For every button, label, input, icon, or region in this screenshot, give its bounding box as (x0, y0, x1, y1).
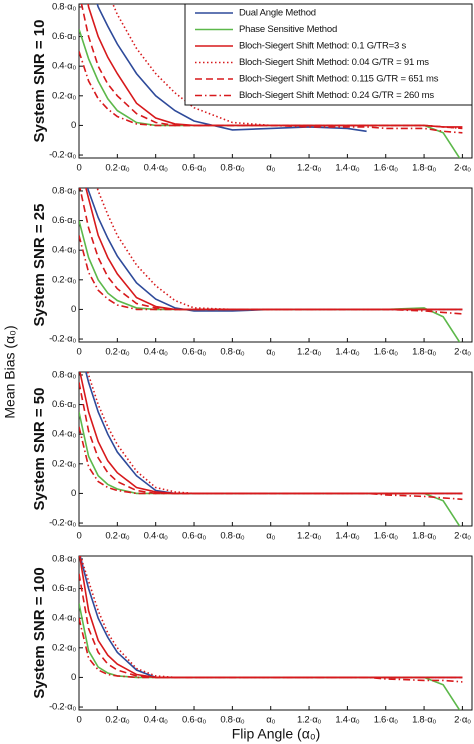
y-axis-label: Mean Bias (α₀) (2, 325, 18, 418)
x-tick-label: 0.4·α₀ (144, 163, 168, 174)
legend-box (184, 3, 473, 106)
x-tick-label: α₀ (266, 715, 275, 726)
legend-label: Bloch-Siegert Shift Method: 0.04 G/TR = … (239, 57, 429, 68)
x-tick-label: 0.6·α₀ (182, 347, 206, 358)
series-line (79, 426, 463, 501)
x-tick-label: 0 (77, 347, 82, 358)
y-tick-label: 0.4·α₀ (52, 613, 76, 624)
x-tick-label: α₀ (266, 163, 275, 174)
y-tick-label: 0 (71, 120, 76, 131)
x-tick-label: 0.2·α₀ (105, 163, 129, 174)
x-tick-label: 1.2·α₀ (297, 531, 321, 542)
series-line (79, 618, 463, 683)
x-tick-label: 0.6·α₀ (182, 715, 206, 726)
x-tick-label: 1.6·α₀ (374, 163, 398, 174)
y-tick-label: 0.8·α₀ (52, 553, 76, 564)
lines (79, 556, 463, 710)
x-tick-label: 1.4·α₀ (335, 531, 359, 542)
x-tick-label: 0.4·α₀ (144, 347, 168, 358)
x-tick-label: 1.2·α₀ (297, 163, 321, 174)
y-tick-label: 0.2·α₀ (52, 274, 76, 285)
y-tick-label: 0 (71, 488, 76, 499)
y-tick-label: -0.2·α₀ (49, 518, 76, 529)
x-tick-label: 0.8·α₀ (220, 531, 244, 542)
x-axis-label: Flip Angle (α₀) (232, 726, 321, 742)
y-tick-label: 0.4·α₀ (52, 429, 76, 440)
x-tick-label: 1.8·α₀ (412, 163, 436, 174)
x-tick-label: 2·α₀ (454, 163, 471, 174)
x-tick-label: 0.6·α₀ (182, 531, 206, 542)
x-tick-label: 1.6·α₀ (374, 715, 398, 726)
x-tick-label: 1.4·α₀ (335, 163, 359, 174)
y-tick-label: 0 (71, 304, 76, 315)
y-tick-label: 0.8·α₀ (52, 369, 76, 380)
x-tick-label: 0.4·α₀ (144, 715, 168, 726)
lines (79, 372, 463, 526)
x-tick-label: 1.6·α₀ (374, 347, 398, 358)
plot-area (78, 371, 473, 527)
y-tick-label: 0.6·α₀ (52, 583, 76, 594)
y-tick-label: -0.2·α₀ (49, 702, 76, 713)
series-line (79, 573, 463, 679)
series-line (111, 4, 463, 130)
legend-label: Dual Angle Method (239, 8, 316, 19)
y-tick-label: 0.2·α₀ (52, 642, 76, 653)
lines (79, 188, 463, 342)
plot-area (78, 187, 473, 343)
panel-y-label: System SNR = 100 (31, 567, 48, 698)
x-tick-label: 0.8·α₀ (220, 715, 244, 726)
y-tick-label: 0.8·α₀ (52, 1, 76, 12)
y-tick-label: 0.4·α₀ (52, 245, 76, 256)
x-tick-label: 2·α₀ (454, 531, 471, 542)
y-tick-label: 0.2·α₀ (52, 90, 76, 101)
panel-y-label: System SNR = 10 (31, 20, 48, 143)
x-tick-label: 1.8·α₀ (412, 715, 436, 726)
x-tick-label: 0 (77, 163, 82, 174)
x-tick-label: 0.8·α₀ (220, 347, 244, 358)
legend-label: Bloch-Siegert Shift Method: 0.1 G/TR=3 s (239, 41, 406, 52)
x-tick-label: 1.2·α₀ (297, 347, 321, 358)
x-tick-label: 0.4·α₀ (144, 531, 168, 542)
x-tick-label: 1.8·α₀ (412, 347, 436, 358)
series-line (79, 556, 463, 679)
y-tick-label: -0.2·α₀ (49, 150, 76, 161)
y-tick-label: 0.6·α₀ (52, 399, 76, 410)
x-tick-label: 0 (77, 715, 82, 726)
x-tick-label: 0.6·α₀ (182, 163, 206, 174)
x-tick-label: 0.2·α₀ (105, 715, 129, 726)
y-tick-label: 0 (71, 672, 76, 683)
x-tick-label: 1.8·α₀ (412, 531, 436, 542)
panel-y-label: System SNR = 25 (31, 204, 48, 327)
x-tick-label: 1.6·α₀ (374, 531, 398, 542)
series-line (79, 382, 463, 495)
lines (79, 4, 463, 158)
x-tick-label: 1.4·α₀ (335, 347, 359, 358)
y-tick-label: -0.2·α₀ (49, 334, 76, 345)
x-tick-label: α₀ (266, 347, 275, 358)
legend-label: Bloch-Siegert Shift Method: 0.115 G/TR =… (239, 74, 439, 85)
y-tick-label: 0.6·α₀ (52, 31, 76, 42)
y-tick-label: 0.2·α₀ (52, 458, 76, 469)
series-line (79, 235, 463, 315)
x-tick-label: 2·α₀ (454, 347, 471, 358)
x-tick-label: α₀ (266, 531, 275, 542)
series-line (80, 4, 463, 130)
x-tick-label: 1.2·α₀ (297, 715, 321, 726)
series-line (79, 51, 463, 134)
y-tick-label: 0.4·α₀ (52, 61, 76, 72)
x-tick-label: 0 (77, 531, 82, 542)
x-tick-label: 0.2·α₀ (105, 531, 129, 542)
panel-y-label: System SNR = 50 (31, 388, 48, 511)
y-tick-label: 0.6·α₀ (52, 215, 76, 226)
x-tick-label: 2·α₀ (454, 715, 471, 726)
legend-label: Phase Sensitive Method (239, 24, 337, 35)
x-tick-label: 0.8·α₀ (220, 163, 244, 174)
x-tick-label: 0.2·α₀ (105, 347, 129, 358)
legend-label: Bloch-Siegert Shift Method: 0.24 G/TR = … (239, 90, 434, 101)
plot-area (78, 555, 473, 711)
x-tick-label: 1.4·α₀ (335, 715, 359, 726)
y-tick-label: 0.8·α₀ (52, 185, 76, 196)
